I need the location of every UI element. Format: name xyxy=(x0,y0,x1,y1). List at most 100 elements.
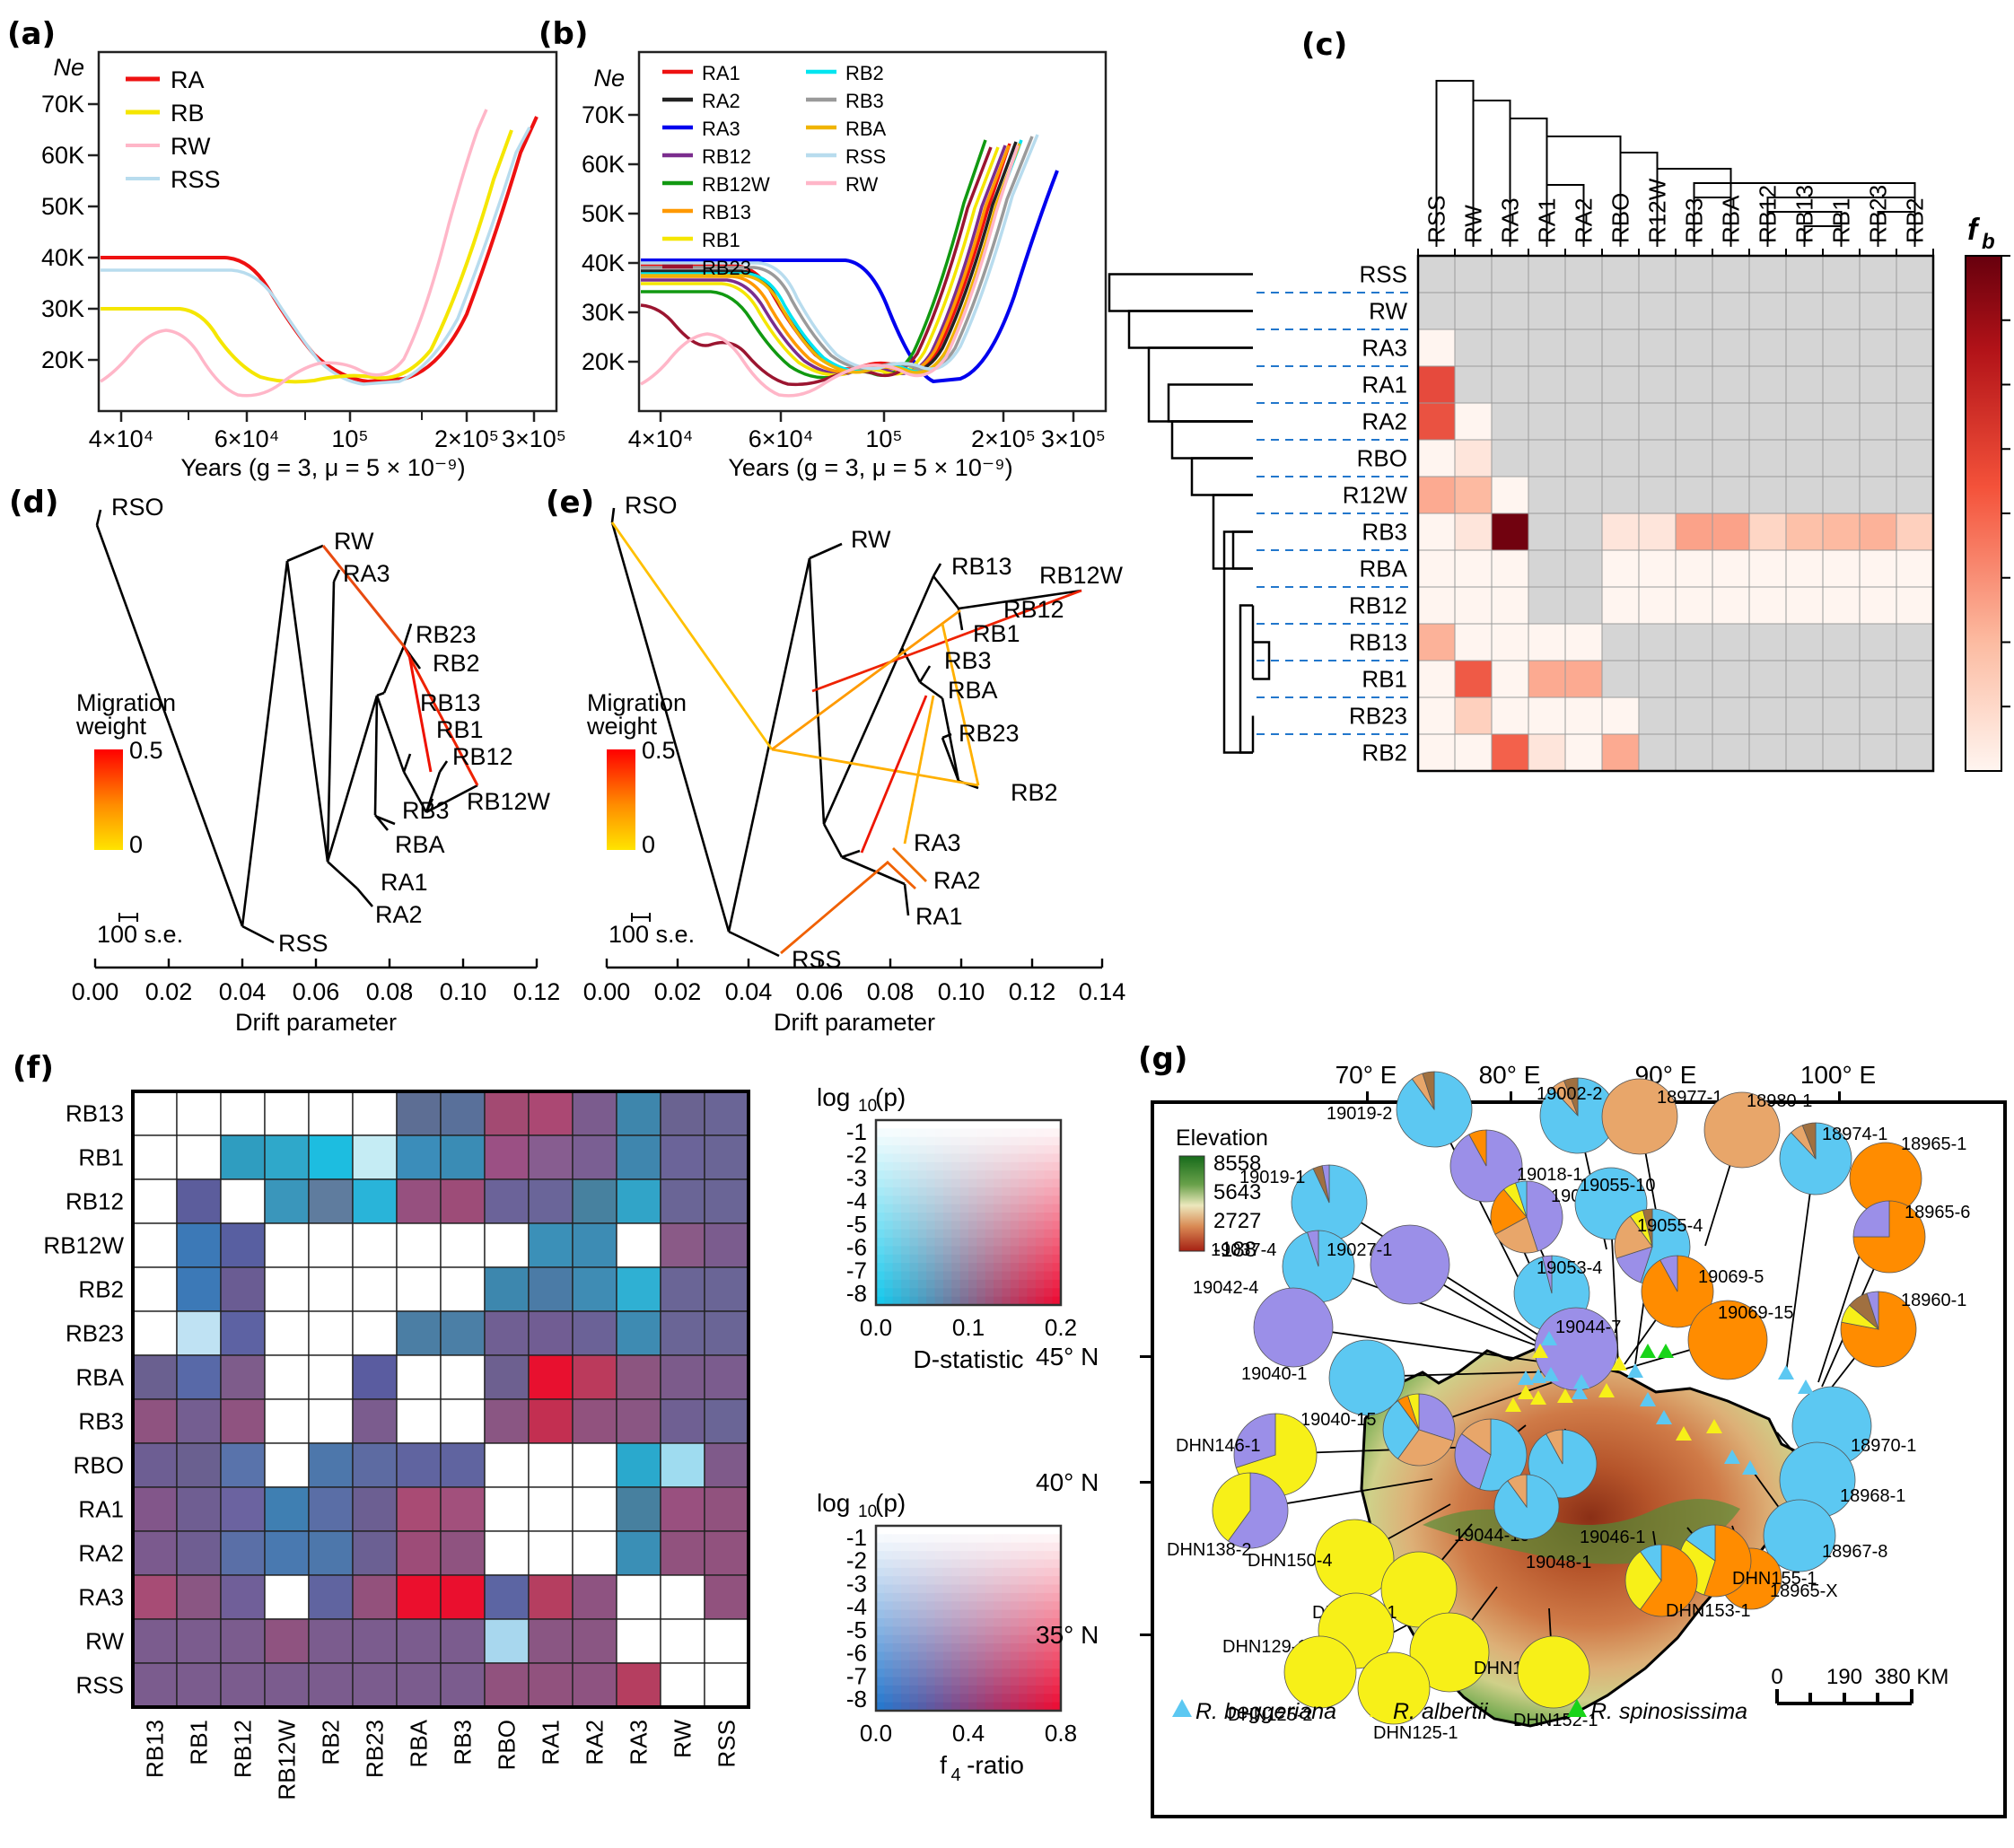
c-heatmap-cell[interactable] xyxy=(1675,512,1713,551)
c-heatmap-cell[interactable] xyxy=(1675,365,1713,404)
f-heatmap-cell[interactable] xyxy=(264,1662,310,1708)
c-heatmap-cell[interactable] xyxy=(1822,696,1861,735)
c-heatmap-cell[interactable] xyxy=(1748,696,1787,735)
ancestry-pie[interactable] xyxy=(1779,1122,1852,1196)
f-heatmap-cell[interactable] xyxy=(660,1354,705,1400)
f-heatmap-cell[interactable] xyxy=(220,1310,266,1356)
c-heatmap-cell[interactable] xyxy=(1748,512,1787,551)
c-heatmap-cell[interactable] xyxy=(1822,733,1861,772)
f-heatmap-cell[interactable] xyxy=(308,1530,354,1576)
f-heatmap-cell[interactable] xyxy=(528,1222,574,1268)
c-heatmap-cell[interactable] xyxy=(1601,586,1640,625)
f-heatmap-cell[interactable] xyxy=(484,1486,530,1532)
c-heatmap-cell[interactable] xyxy=(1601,696,1640,735)
c-heatmap-cell[interactable] xyxy=(1528,292,1566,330)
c-heatmap-cell[interactable] xyxy=(1601,660,1640,698)
ancestry-pie[interactable] xyxy=(1490,1180,1563,1254)
f-heatmap-cell[interactable] xyxy=(616,1486,661,1532)
c-heatmap-cell[interactable] xyxy=(1712,439,1750,477)
c-heatmap-cell[interactable] xyxy=(1638,255,1677,293)
c-heatmap-cell[interactable] xyxy=(1564,586,1603,625)
f-heatmap-cell[interactable] xyxy=(528,1354,574,1400)
f-heatmap-cell[interactable] xyxy=(440,1442,486,1488)
c-heatmap-cell[interactable] xyxy=(1528,623,1566,661)
f-heatmap-cell[interactable] xyxy=(308,1266,354,1312)
c-heatmap-cell[interactable] xyxy=(1454,255,1493,293)
c-heatmap-cell[interactable] xyxy=(1896,402,1934,441)
ancestry-pie[interactable] xyxy=(1449,1129,1523,1203)
c-heatmap-cell[interactable] xyxy=(1748,660,1787,698)
c-heatmap-cell[interactable] xyxy=(1454,365,1493,404)
f-heatmap-cell[interactable] xyxy=(264,1618,310,1664)
c-heatmap-cell[interactable] xyxy=(1712,512,1750,551)
c-heatmap-cell[interactable] xyxy=(1564,439,1603,477)
c-heatmap-cell[interactable] xyxy=(1859,476,1897,514)
f-heatmap-cell[interactable] xyxy=(308,1398,354,1444)
c-heatmap-cell[interactable] xyxy=(1822,292,1861,330)
c-heatmap-cell[interactable] xyxy=(1454,586,1493,625)
f-heatmap-cell[interactable] xyxy=(220,1618,266,1664)
c-heatmap-cell[interactable] xyxy=(1491,476,1529,514)
c-heatmap-cell[interactable] xyxy=(1675,292,1713,330)
f-heatmap-cell[interactable] xyxy=(396,1398,442,1444)
c-heatmap-cell[interactable] xyxy=(1638,328,1677,367)
f-heatmap-cell[interactable] xyxy=(264,1310,310,1356)
c-heatmap-cell[interactable] xyxy=(1564,733,1603,772)
f-heatmap-cell[interactable] xyxy=(572,1442,617,1488)
f-heatmap-cell[interactable] xyxy=(176,1574,222,1620)
c-heatmap-cell[interactable] xyxy=(1712,292,1750,330)
c-heatmap-cell[interactable] xyxy=(1712,733,1750,772)
f-heatmap-cell[interactable] xyxy=(484,1574,530,1620)
c-heatmap-cell[interactable] xyxy=(1564,292,1603,330)
c-heatmap-cell[interactable] xyxy=(1785,328,1824,367)
c-heatmap-cell[interactable] xyxy=(1601,512,1640,551)
ancestry-pie[interactable] xyxy=(1382,1393,1456,1467)
f-heatmap-cell[interactable] xyxy=(176,1618,222,1664)
f-heatmap-cell[interactable] xyxy=(528,1662,574,1708)
c-heatmap-cell[interactable] xyxy=(1491,328,1529,367)
ancestry-pie[interactable] xyxy=(1852,1200,1926,1274)
ancestry-pie[interactable] xyxy=(1687,1300,1768,1380)
f-heatmap-cell[interactable] xyxy=(308,1574,354,1620)
f-heatmap-cell[interactable] xyxy=(440,1574,486,1620)
c-heatmap-cell[interactable] xyxy=(1785,733,1824,772)
f-heatmap-cell[interactable] xyxy=(132,1486,178,1532)
c-heatmap-cell[interactable] xyxy=(1601,365,1640,404)
f-heatmap-cell[interactable] xyxy=(616,1222,661,1268)
f-heatmap-cell[interactable] xyxy=(484,1266,530,1312)
f-heatmap-cell[interactable] xyxy=(660,1266,705,1312)
f-heatmap-cell[interactable] xyxy=(660,1662,705,1708)
f-heatmap-cell[interactable] xyxy=(264,1266,310,1312)
c-heatmap-cell[interactable] xyxy=(1748,476,1787,514)
f-heatmap-cell[interactable] xyxy=(396,1486,442,1532)
f-heatmap-cell[interactable] xyxy=(484,1662,530,1708)
f-heatmap-cell[interactable] xyxy=(704,1442,749,1488)
c-heatmap-cell[interactable] xyxy=(1454,549,1493,588)
c-heatmap-cell[interactable] xyxy=(1454,623,1493,661)
c-heatmap-cell[interactable] xyxy=(1896,512,1934,551)
f-heatmap-cell[interactable] xyxy=(660,1178,705,1224)
f-heatmap-cell[interactable] xyxy=(176,1662,222,1708)
f-heatmap-cell[interactable] xyxy=(616,1530,661,1576)
f-heatmap-cell[interactable] xyxy=(176,1442,222,1488)
c-heatmap-cell[interactable] xyxy=(1417,476,1456,514)
c-heatmap-cell[interactable] xyxy=(1638,402,1677,441)
f-heatmap-cell[interactable] xyxy=(440,1618,486,1664)
c-heatmap-cell[interactable] xyxy=(1528,476,1566,514)
c-heatmap-cell[interactable] xyxy=(1859,365,1897,404)
c-heatmap-cell[interactable] xyxy=(1896,292,1934,330)
c-heatmap-cell[interactable] xyxy=(1417,696,1456,735)
f-heatmap-cell[interactable] xyxy=(704,1090,749,1136)
c-heatmap-cell[interactable] xyxy=(1601,439,1640,477)
f-heatmap-cell[interactable] xyxy=(176,1178,222,1224)
c-heatmap-cell[interactable] xyxy=(1859,549,1897,588)
f-heatmap-cell[interactable] xyxy=(660,1618,705,1664)
f-heatmap-cell[interactable] xyxy=(704,1618,749,1664)
f-heatmap-cell[interactable] xyxy=(484,1442,530,1488)
c-heatmap-cell[interactable] xyxy=(1712,365,1750,404)
c-heatmap-cell[interactable] xyxy=(1564,660,1603,698)
f-heatmap-cell[interactable] xyxy=(572,1178,617,1224)
f-heatmap-cell[interactable] xyxy=(264,1442,310,1488)
c-heatmap-cell[interactable] xyxy=(1675,733,1713,772)
c-heatmap-cell[interactable] xyxy=(1896,733,1934,772)
